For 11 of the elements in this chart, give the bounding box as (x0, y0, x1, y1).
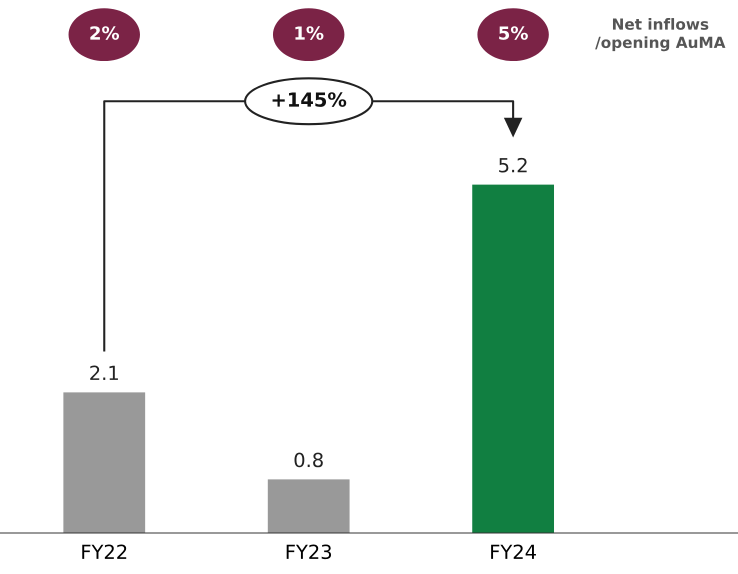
text: 2% (90, 26, 120, 40)
x-tick-label: FY24 (491, 544, 536, 559)
data-label: 0.8 (294, 452, 323, 468)
x-tick-label: FY22 (82, 544, 126, 559)
data-label: 2.1 (90, 366, 118, 380)
text: +145% (272, 92, 346, 107)
text: 5% (499, 26, 528, 40)
text: Net inflows /opening AuMA (595, 18, 726, 52)
data-label: 5.2 (499, 158, 527, 173)
x-tick-label: FY23 (286, 544, 332, 560)
text: 1% (295, 26, 324, 40)
